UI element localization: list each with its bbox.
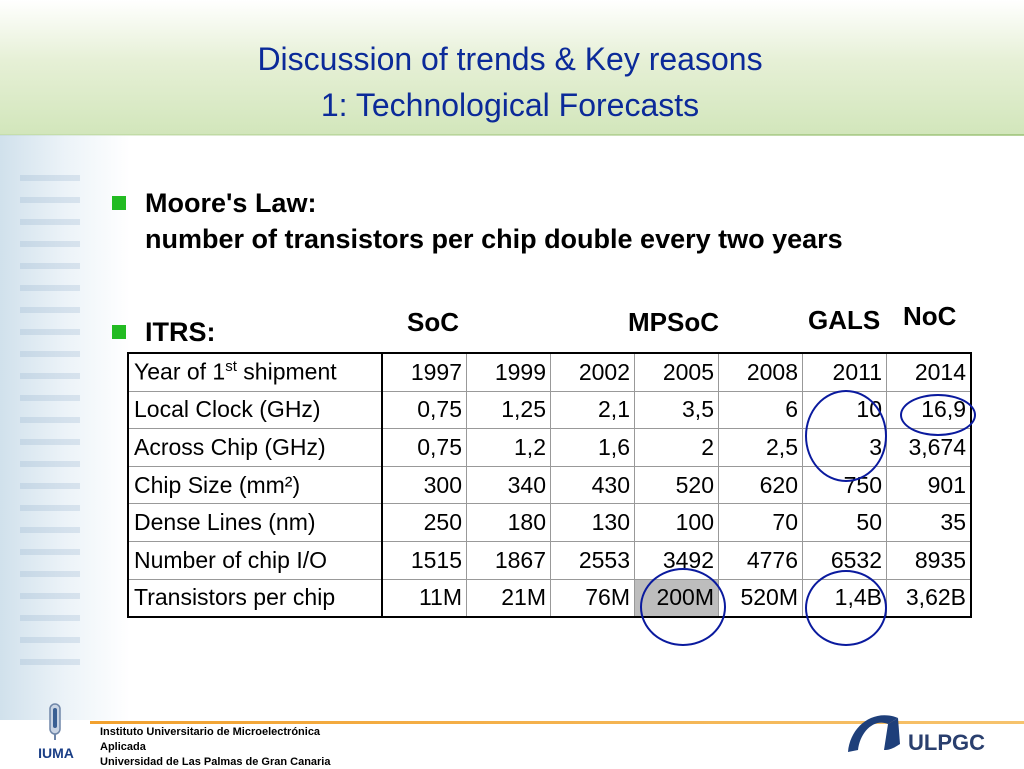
table-cell: 2,5 bbox=[718, 428, 803, 467]
table-row: Transistors per chip 11M 21M 76M 200M 52… bbox=[127, 578, 972, 618]
row-label-cell: Number of chip I/O bbox=[127, 540, 383, 580]
footer-university: Universidad de Las Palmas de Gran Canari… bbox=[100, 756, 331, 768]
header-year-cell: 2002 bbox=[550, 353, 635, 392]
table-row: Dense Lines (nm) 250 180 130 100 70 50 3… bbox=[127, 503, 972, 542]
footer-institute-line2: Aplicada bbox=[100, 741, 146, 753]
header-year-cell: 1999 bbox=[466, 353, 551, 392]
table-cell: 8935 bbox=[886, 540, 972, 580]
row-label-cell: Local Clock (GHz) bbox=[127, 390, 383, 430]
table-cell: 0,75 bbox=[381, 390, 467, 430]
slide-title-line1: Discussion of trends & Key reasons bbox=[257, 41, 763, 77]
header-year-cell: 2014 bbox=[886, 353, 972, 392]
bullet-moores-law-detail: number of transistors per chip double ev… bbox=[145, 224, 843, 254]
label-noc: NoC bbox=[903, 301, 957, 331]
row-label-cell: Transistors per chip bbox=[127, 578, 383, 618]
table-cell: 0,75 bbox=[381, 428, 467, 467]
table-cell: 520M bbox=[718, 578, 803, 618]
table-cell: 35 bbox=[886, 503, 972, 542]
table-cell: 340 bbox=[466, 465, 551, 505]
row-label-cell: Across Chip (GHz) bbox=[127, 428, 383, 467]
slide-title: Discussion of trends & Key reasons 1: Te… bbox=[100, 36, 920, 128]
ulpgc-logo: ULPGC bbox=[840, 700, 990, 764]
table-cell: 4776 bbox=[718, 540, 803, 580]
table-header-row: Year of 1st shipment 1997 1999 2002 2005… bbox=[127, 353, 972, 392]
table-row: Across Chip (GHz) 0,75 1,2 1,6 2 2,5 3 3… bbox=[127, 428, 972, 467]
bullet-moores-law: Moore's Law: number of transistors per c… bbox=[145, 185, 843, 257]
bullet-moores-law-heading: Moore's Law: bbox=[145, 188, 317, 218]
header-year-cell: 2008 bbox=[718, 353, 803, 392]
bullet-square-icon bbox=[112, 325, 126, 339]
table-cell: 1515 bbox=[381, 540, 467, 580]
table-cell: 3 bbox=[802, 428, 887, 467]
table-cell: 620 bbox=[718, 465, 803, 505]
header-label-cell: Year of 1st shipment bbox=[127, 353, 383, 392]
table-cell: 70 bbox=[718, 503, 803, 542]
table-cell: 3492 bbox=[634, 540, 719, 580]
table-cell: 300 bbox=[381, 465, 467, 505]
table-cell: 1867 bbox=[466, 540, 551, 580]
slide-title-line2: 1: Technological Forecasts bbox=[320, 87, 700, 123]
bullet-square-icon bbox=[112, 196, 126, 210]
table-row: Number of chip I/O 1515 1867 2553 3492 4… bbox=[127, 540, 972, 580]
table-cell: 1,2 bbox=[466, 428, 551, 467]
itrs-table: Year of 1st shipment 1997 1999 2002 2005… bbox=[127, 352, 972, 619]
row-label-cell: Dense Lines (nm) bbox=[127, 503, 383, 542]
title-divider bbox=[0, 134, 1024, 136]
table-cell-highlighted: 200M bbox=[634, 578, 719, 618]
label-soc: SoC bbox=[407, 307, 459, 337]
table-cell: 1,25 bbox=[466, 390, 551, 430]
header-year-cell: 2005 bbox=[634, 353, 719, 392]
title-band bbox=[0, 0, 1024, 135]
table-cell: 50 bbox=[802, 503, 887, 542]
table-cell: 901 bbox=[886, 465, 972, 505]
table-cell: 3,5 bbox=[634, 390, 719, 430]
table-cell: 1,6 bbox=[550, 428, 635, 467]
table-cell: 16,9 bbox=[886, 390, 972, 430]
table-cell: 6 bbox=[718, 390, 803, 430]
footer-divider bbox=[90, 721, 1024, 724]
iuma-logo: IUMA bbox=[32, 700, 80, 762]
table-cell: 21M bbox=[466, 578, 551, 618]
decorative-side-image bbox=[0, 135, 130, 720]
header-year-cell: 2011 bbox=[802, 353, 887, 392]
bullet-itrs: ITRS: bbox=[145, 317, 216, 347]
table-row: Chip Size (mm²) 300 340 430 520 620 750 … bbox=[127, 465, 972, 505]
table-cell: 1,4B bbox=[802, 578, 887, 618]
table-cell: 76M bbox=[550, 578, 635, 618]
table-cell: 100 bbox=[634, 503, 719, 542]
table-cell: 130 bbox=[550, 503, 635, 542]
table-cell: 520 bbox=[634, 465, 719, 505]
iuma-logo-text: IUMA bbox=[38, 745, 74, 761]
row-label-cell: Chip Size (mm²) bbox=[127, 465, 383, 505]
table-cell: 250 bbox=[381, 503, 467, 542]
table-cell: 10 bbox=[802, 390, 887, 430]
table-cell: 11M bbox=[381, 578, 467, 618]
header-year-cell: 1997 bbox=[381, 353, 467, 392]
footer-institute-line1: Instituto Universitario de Microelectrón… bbox=[100, 726, 321, 738]
ulpgc-logo-icon: ULPGC bbox=[848, 715, 985, 755]
table-cell: 750 bbox=[802, 465, 887, 505]
table-cell: 2 bbox=[634, 428, 719, 467]
table-cell: 6532 bbox=[802, 540, 887, 580]
table-cell: 430 bbox=[550, 465, 635, 505]
iuma-logo-icon: IUMA bbox=[38, 703, 74, 761]
table-cell: 2553 bbox=[550, 540, 635, 580]
table-cell: 180 bbox=[466, 503, 551, 542]
table-cell: 3,674 bbox=[886, 428, 972, 467]
table-cell: 3,62B bbox=[886, 578, 972, 618]
label-mpsoc: MPSoC bbox=[628, 307, 719, 337]
label-gals: GALS bbox=[808, 305, 881, 335]
table-cell: 2,1 bbox=[550, 390, 635, 430]
table-row: Local Clock (GHz) 0,75 1,25 2,1 3,5 6 10… bbox=[127, 390, 972, 430]
ulpgc-logo-text: ULPGC bbox=[908, 730, 985, 755]
